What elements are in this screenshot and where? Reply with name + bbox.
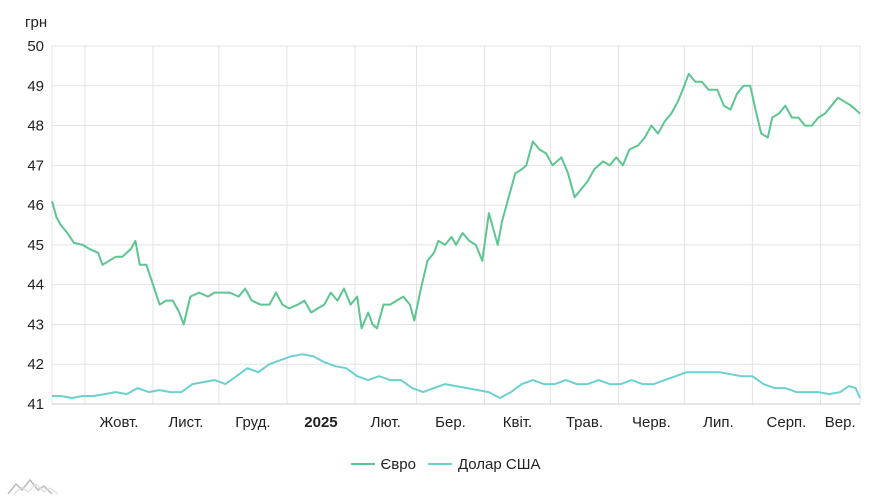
y-tick-label: 47 bbox=[27, 157, 44, 174]
x-tick-label: Квіт. bbox=[503, 414, 532, 431]
legend-swatch bbox=[350, 463, 375, 465]
series-line bbox=[51, 72, 861, 330]
legend-item[interactable]: Долар США bbox=[427, 455, 541, 473]
x-tick-label: Лист. bbox=[168, 414, 203, 431]
x-tick-label: Бер. bbox=[435, 414, 466, 431]
legend-swatch bbox=[427, 463, 452, 465]
y-tick-label: 42 bbox=[27, 356, 44, 373]
x-tick-label: Лип. bbox=[703, 414, 734, 431]
y-tick-label: 49 bbox=[27, 78, 44, 95]
x-tick-label: 2025 bbox=[304, 414, 337, 431]
logo-icon bbox=[7, 478, 59, 495]
y-unit-label: грн bbox=[25, 14, 47, 31]
y-tick-label: 45 bbox=[27, 237, 44, 254]
y-tick-label: 50 bbox=[27, 38, 44, 55]
y-axis-ticks: 41 42 43 44 45 46 47 48 49 50 bbox=[27, 38, 44, 413]
x-tick-label: Трав. bbox=[566, 414, 603, 431]
x-tick-label: Жовт. bbox=[99, 414, 138, 431]
x-tick-label: Вер. bbox=[825, 414, 856, 431]
legend-label: Євро bbox=[380, 455, 416, 473]
chart-grid bbox=[51, 45, 861, 405]
y-tick-label: 46 bbox=[27, 197, 44, 214]
chart-legend: Євро Долар США bbox=[0, 452, 891, 473]
y-tick-label: 48 bbox=[27, 118, 44, 135]
legend-label: Долар США bbox=[457, 455, 541, 473]
x-axis-ticks: Жовт. Лист. Груд. 2025 Лют. Бер. Квіт. Трав. Чер… bbox=[99, 414, 855, 431]
series-line bbox=[52, 353, 861, 399]
y-tick-label: 44 bbox=[27, 277, 44, 294]
x-tick-label: Лют. bbox=[371, 414, 401, 431]
x-tick-label: Груд. bbox=[235, 414, 270, 431]
y-tick-label: 41 bbox=[27, 396, 44, 413]
x-tick-label: Серп. bbox=[767, 414, 807, 431]
x-tick-label: Черв. bbox=[632, 414, 671, 431]
series-lines bbox=[51, 72, 861, 399]
currency-line-chart: грн 41 42 43 44 45 46 47 48 49 50 Жовт. Лист. Груд.… bbox=[25, 14, 861, 431]
legend-item[interactable]: Євро bbox=[350, 455, 416, 473]
y-tick-label: 43 bbox=[27, 316, 44, 333]
